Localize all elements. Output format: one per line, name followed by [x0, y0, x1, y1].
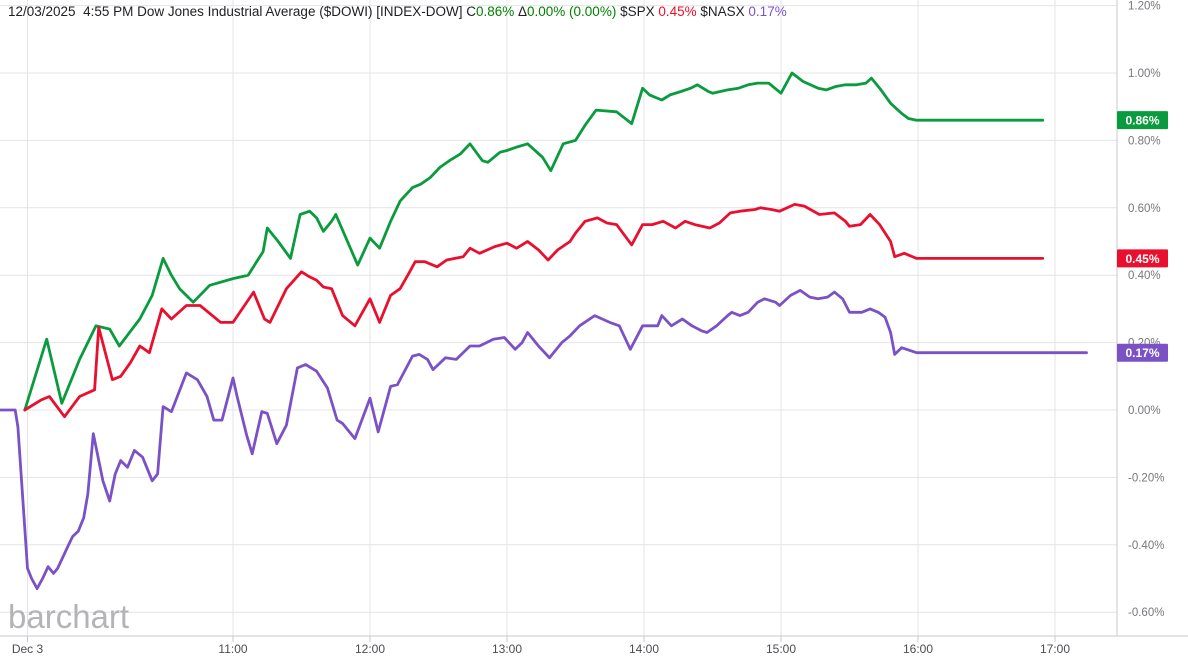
y-axis-label--0.60%: -0.60% [1128, 607, 1164, 619]
x-axis-label-12:00: 12:00 [355, 642, 385, 656]
y-axis-label-0.00%: 0.00% [1128, 405, 1161, 417]
header-segment-4: Δ [514, 4, 528, 19]
header-segment-9: 0.17% [748, 4, 787, 19]
series-line-DOWI [23, 71, 1045, 412]
last-price-badge-DOWI [1117, 111, 1168, 130]
barchart-watermark-logo: barchart [8, 598, 129, 635]
y-axis-label-1.20%: 1.20% [1128, 1, 1161, 13]
last-price-badge-label-NASX: 0.17% [1125, 346, 1159, 360]
x-axis-label-15:00: 15:00 [766, 642, 796, 656]
y-axis-label--0.40%: -0.40% [1128, 540, 1164, 552]
y-axis-label-1.00%: 1.00% [1128, 68, 1161, 80]
x-axis-label-17:00: 17:00 [1040, 642, 1070, 656]
y-axis-label--0.20%: -0.20% [1128, 472, 1164, 484]
header-segment-7: 0.45% [658, 4, 697, 19]
x-axis-label-14:00: 14:00 [629, 642, 659, 656]
last-price-badge-SPX [1117, 249, 1168, 268]
header-segment-6: $SPX [616, 4, 659, 19]
header-segment-0: 12/03/2025 4:55 PM [8, 4, 138, 19]
x-axis-label-16:00: 16:00 [903, 642, 933, 656]
y-axis-label-0.80%: 0.80% [1128, 135, 1161, 147]
y-axis-label-0.60%: 0.60% [1128, 203, 1161, 215]
last-price-badge-label-DOWI: 0.86% [1125, 114, 1159, 128]
x-axis-label-Dec 3: Dec 3 [12, 642, 44, 656]
x-axis-label-13:00: 13:00 [492, 642, 522, 656]
header-segment-8: $NASX [696, 4, 749, 19]
last-price-badge-label-SPX: 0.45% [1125, 252, 1159, 266]
header-segment-2: C [466, 4, 476, 19]
series-line-NASX [0, 288, 1088, 590]
last-price-badge-NASX [1117, 343, 1168, 362]
x-axis-label-11:00: 11:00 [218, 642, 247, 656]
header-segment-3: 0.86% [475, 4, 515, 19]
chart-title-bar: 12/03/2025 4:55 PM Dow Jones Industrial … [8, 3, 787, 21]
header-segment-5: 0.00% (0.00%) [527, 4, 617, 19]
y-axis-label-0.40%: 0.40% [1128, 270, 1161, 282]
series-line-SPX [23, 202, 1045, 419]
header-segment-1: Dow Jones Industrial Average ($DOWI) [IN… [137, 4, 467, 19]
